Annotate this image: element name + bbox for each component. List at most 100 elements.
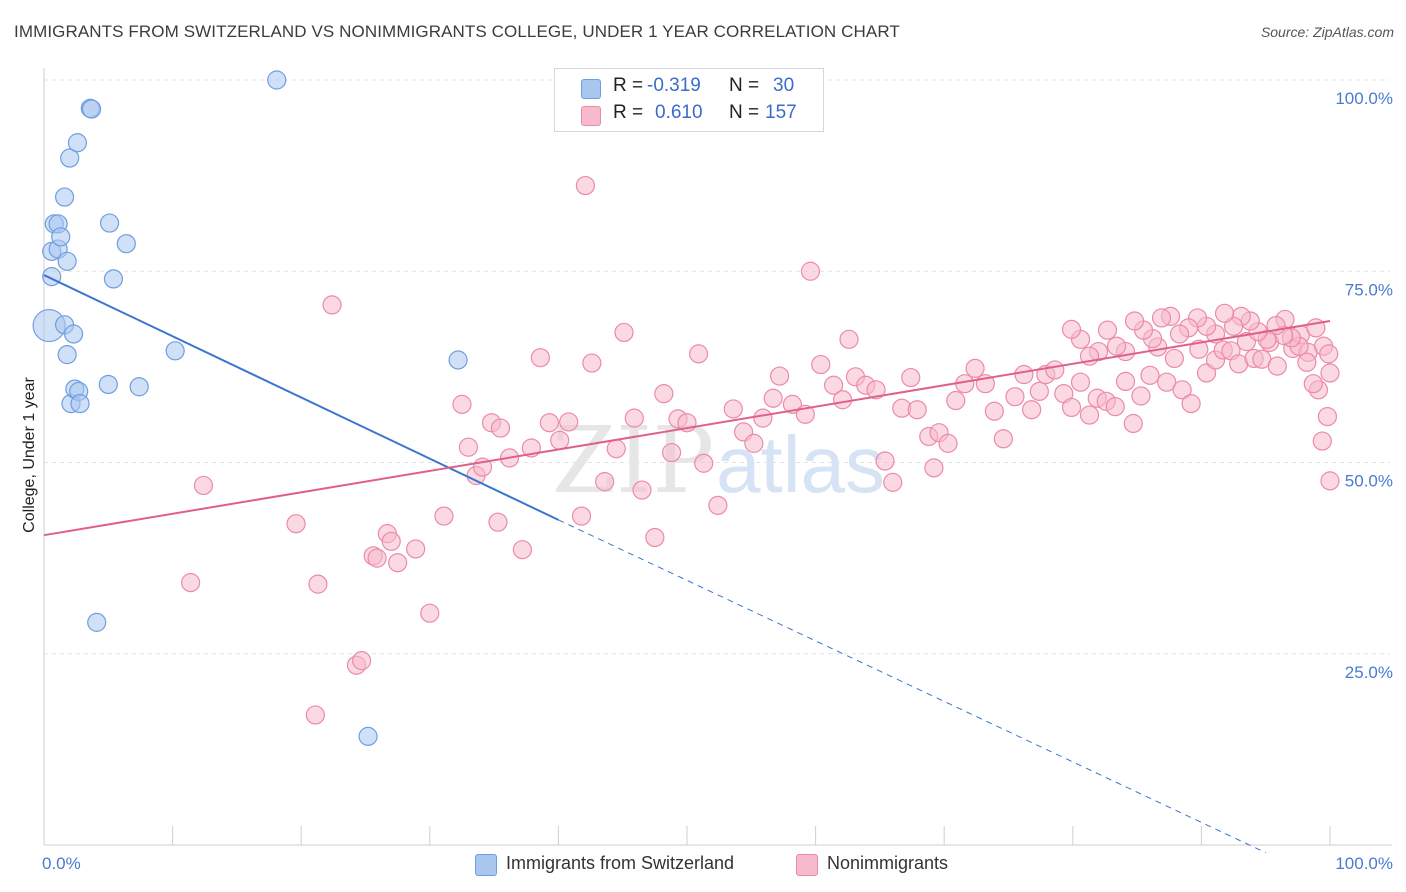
data-point	[575, 175, 596, 196]
data-point	[1014, 364, 1034, 385]
data-point	[381, 531, 401, 551]
y-axis-label: College, Under 1 year	[21, 377, 38, 533]
data-point	[708, 495, 728, 515]
legend-row-immigrants: R = -0.319 N = 30	[555, 75, 823, 101]
y-tick-label: 50.0%	[1345, 472, 1393, 491]
data-point	[57, 251, 77, 271]
data-point	[434, 506, 454, 526]
data-point	[193, 475, 214, 496]
data-point	[1124, 311, 1145, 331]
data-point	[458, 437, 478, 457]
data-point	[358, 726, 378, 746]
data-point	[54, 187, 75, 207]
data-point	[1115, 371, 1136, 392]
data-point	[60, 148, 80, 168]
data-point	[1123, 413, 1143, 434]
x-tick-label: 100.0%	[1335, 854, 1393, 873]
data-point	[1181, 393, 1201, 414]
data-point	[1045, 360, 1065, 380]
data-point	[99, 213, 120, 233]
x-tick-label: 0.0%	[42, 854, 81, 873]
chart-source: Source: ZipAtlas.com	[1260, 24, 1394, 40]
data-point	[1005, 387, 1025, 407]
data-point	[322, 295, 342, 315]
legend-label-nonimmigrants: Nonimmigrants	[827, 853, 949, 873]
data-point	[70, 393, 90, 414]
y-tick-label: 25.0%	[1345, 663, 1393, 682]
data-point	[753, 408, 773, 428]
legend-swatch-nonimmigrants	[796, 854, 818, 876]
data-point	[694, 453, 714, 473]
data-point	[1172, 380, 1192, 400]
data-point	[1320, 471, 1340, 491]
data-point	[744, 433, 764, 453]
data-point	[993, 429, 1013, 449]
series-legend: Immigrants from Switzerland Nonimmigrant…	[0, 852, 1406, 878]
correlation-legend: R = -0.319 N = 30 R = 0.610 N = 157	[554, 68, 824, 132]
legend-swatch-pink	[581, 106, 601, 126]
legend-n-label: N =	[729, 102, 760, 123]
data-point	[571, 506, 592, 526]
data-point	[924, 458, 944, 478]
data-point	[448, 350, 468, 370]
trend-lines	[43, 274, 1331, 854]
legend-n-label: N =	[729, 75, 760, 96]
data-point	[1312, 431, 1332, 451]
data-point	[1151, 308, 1172, 328]
data-point	[1297, 352, 1317, 372]
nonimmigrants-points	[181, 175, 1340, 725]
data-point	[490, 418, 511, 438]
data-point	[116, 234, 136, 254]
data-point	[1097, 320, 1118, 340]
data-point	[875, 451, 895, 471]
data-point	[530, 348, 550, 368]
data-point	[1022, 400, 1042, 420]
data-point	[452, 394, 472, 414]
data-point	[907, 400, 927, 420]
data-point	[938, 433, 958, 453]
data-point	[1105, 397, 1125, 417]
data-point	[866, 380, 886, 400]
data-point	[645, 527, 665, 548]
data-point	[367, 548, 387, 568]
data-point	[839, 329, 859, 349]
legend-r-value: 0.610	[655, 102, 703, 123]
trend-line-immigrants	[43, 274, 559, 521]
data-point	[1079, 405, 1100, 425]
y-tick-labels: 100.0% 75.0% 50.0% 25.0%	[1335, 89, 1393, 682]
data-point	[286, 514, 306, 534]
legend-swatch-blue	[581, 79, 601, 99]
data-point	[824, 375, 844, 395]
data-point	[1169, 324, 1190, 344]
data-point	[965, 358, 985, 379]
data-point	[763, 388, 783, 408]
trend-line-nonimmigrants	[43, 319, 1331, 537]
data-point	[800, 261, 821, 281]
data-point	[661, 442, 682, 463]
data-point	[1061, 319, 1082, 339]
grid-lines	[44, 79, 1390, 655]
data-point	[1157, 372, 1177, 392]
data-point	[723, 399, 743, 419]
data-point	[51, 227, 71, 247]
data-point	[624, 408, 644, 428]
data-point	[539, 413, 559, 433]
data-point	[1106, 336, 1127, 356]
data-point	[614, 322, 634, 343]
data-point	[352, 651, 372, 671]
data-point	[181, 573, 201, 593]
data-point	[883, 472, 903, 492]
data-point	[1320, 363, 1340, 383]
data-point	[811, 354, 831, 375]
data-point	[833, 390, 853, 410]
data-point	[1140, 365, 1160, 385]
data-point	[103, 269, 124, 289]
data-point	[1223, 316, 1244, 336]
data-point	[901, 367, 921, 388]
legend-row-nonimmigrants: R = 0.610 N = 157	[555, 102, 823, 128]
data-point	[1303, 374, 1323, 394]
data-point	[1131, 386, 1151, 406]
data-point	[1061, 397, 1082, 418]
legend-swatch-immigrants	[475, 854, 497, 876]
